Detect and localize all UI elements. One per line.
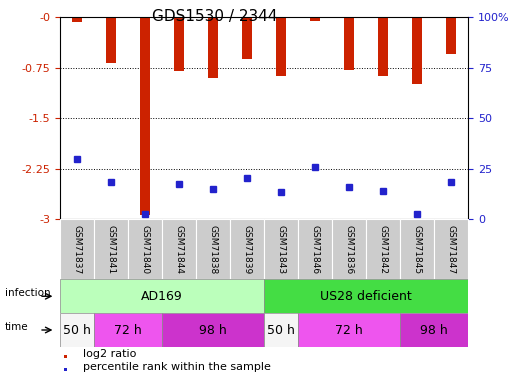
Bar [208,17,218,78]
Text: US28 deficient: US28 deficient [320,290,412,303]
Text: percentile rank within the sample: percentile rank within the sample [83,362,270,372]
Bar [446,17,456,54]
Text: GSM71844: GSM71844 [175,225,184,274]
Text: GSM71838: GSM71838 [209,225,218,274]
Bar [64,368,66,371]
Bar [332,219,366,279]
Bar [400,313,468,347]
Bar [412,17,422,84]
Bar [310,17,320,21]
Text: GSM71836: GSM71836 [345,225,354,274]
Text: 98 h: 98 h [420,324,448,336]
Bar [94,313,162,347]
Bar [60,219,94,279]
Bar [264,279,468,313]
Text: GSM71846: GSM71846 [311,225,320,274]
Text: infection: infection [5,288,50,298]
Text: 72 h: 72 h [335,324,363,336]
Bar [162,219,196,279]
Text: GSM71837: GSM71837 [73,225,82,274]
Bar [264,313,298,347]
Text: GSM71843: GSM71843 [277,225,286,274]
Bar [106,17,116,63]
Bar [230,219,264,279]
Bar [298,219,332,279]
Bar [64,355,66,358]
Bar [196,219,230,279]
Bar [276,17,286,76]
Text: 50 h: 50 h [267,324,295,336]
Bar [60,279,264,313]
Text: log2 ratio: log2 ratio [83,349,136,359]
Bar [400,219,434,279]
Text: GSM71847: GSM71847 [447,225,456,274]
Text: time: time [5,322,28,332]
Text: GSM71845: GSM71845 [413,225,422,274]
Text: GSM71840: GSM71840 [141,225,150,274]
Bar [72,17,82,22]
Bar [140,17,150,214]
Text: GSM71842: GSM71842 [379,225,388,274]
Bar [344,17,354,69]
Bar [366,219,400,279]
Text: 72 h: 72 h [114,324,142,336]
Bar [162,313,264,347]
Text: GDS1530 / 2344: GDS1530 / 2344 [152,9,278,24]
Bar [378,17,388,76]
Text: 98 h: 98 h [199,324,227,336]
Bar [434,219,468,279]
Bar [174,17,184,71]
Text: GSM71841: GSM71841 [107,225,116,274]
Text: 50 h: 50 h [63,324,91,336]
Bar [242,17,252,59]
Bar [264,219,298,279]
Bar [60,313,94,347]
Text: GSM71839: GSM71839 [243,225,252,274]
Bar [94,219,128,279]
Bar [128,219,162,279]
Text: AD169: AD169 [141,290,183,303]
Bar [298,313,400,347]
